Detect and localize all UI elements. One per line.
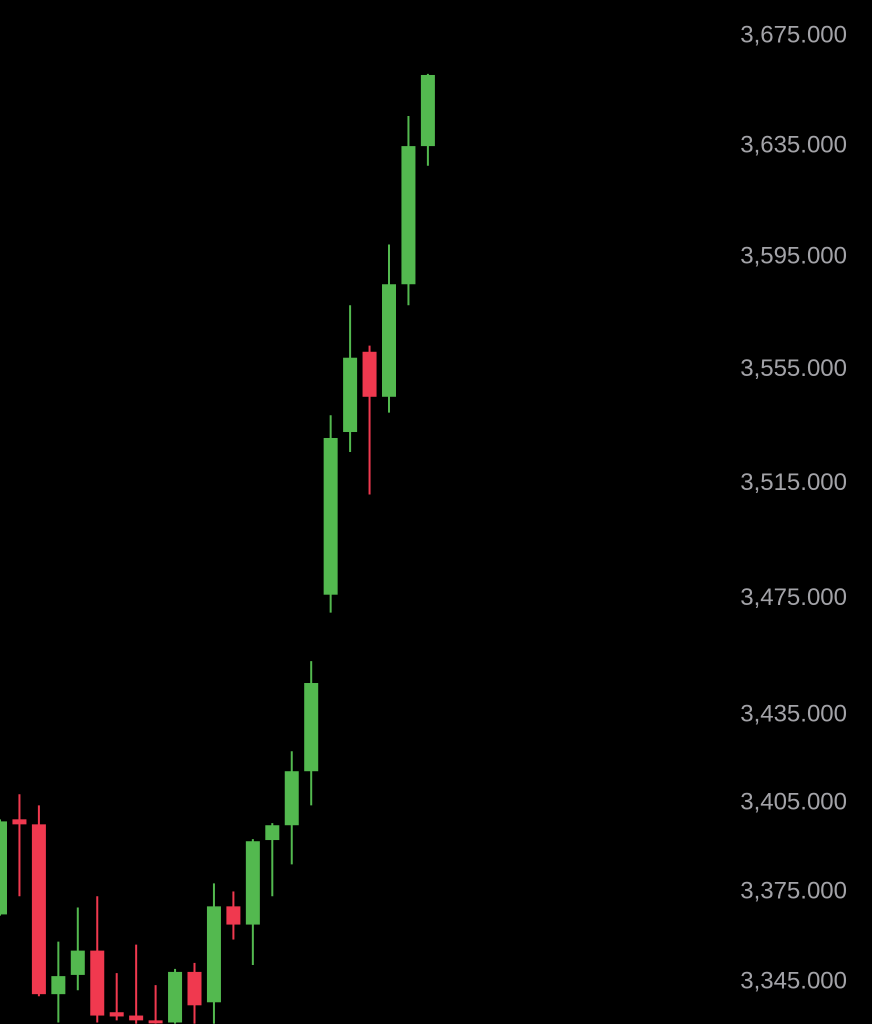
y-tick-label: 3,405.000: [740, 789, 847, 816]
y-tick-label: 3,375.000: [740, 878, 847, 905]
y-tick-label: 3,555.000: [740, 355, 847, 382]
y-tick-label: 3,475.000: [740, 584, 847, 611]
y-tick-label: 3,515.000: [740, 469, 847, 496]
candle-body: [420, 74, 435, 147]
candle-body: [245, 841, 260, 925]
candle-body: [31, 824, 46, 995]
candle-body: [70, 950, 85, 975]
y-tick-label: 3,675.000: [740, 21, 847, 48]
y-tick-label: 3,435.000: [740, 700, 847, 727]
candle-body: [129, 1015, 144, 1021]
candle-body: [168, 971, 183, 1023]
candle-body: [323, 437, 338, 595]
candle-body: [382, 284, 396, 397]
y-tick-label: 3,345.000: [740, 967, 847, 994]
candle-body: [304, 683, 319, 772]
y-tick-label: 3,595.000: [740, 243, 847, 270]
candle-body: [226, 906, 241, 925]
y-tick-label: 3,635.000: [740, 131, 847, 158]
candle-body: [109, 1012, 124, 1017]
candle-body: [401, 146, 416, 285]
candle-body: [0, 821, 7, 915]
candle-body: [187, 971, 202, 1006]
candle-body: [51, 976, 66, 995]
candle-body: [90, 950, 105, 1016]
candle-body: [362, 351, 377, 397]
candle-body: [284, 771, 299, 826]
candle-body: [12, 819, 27, 825]
candle-body: [206, 906, 221, 1003]
candle-body: [265, 825, 280, 841]
candle-body: [343, 357, 358, 433]
candle-body: [148, 1020, 163, 1024]
